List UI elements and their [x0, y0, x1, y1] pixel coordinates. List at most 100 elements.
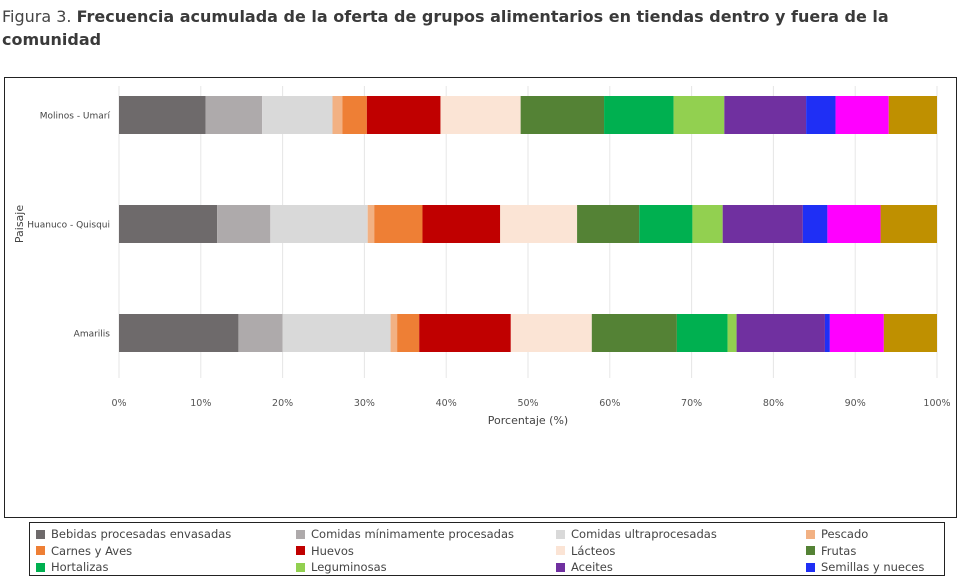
x-tick-label: 30%	[354, 398, 375, 409]
legend-label: Huevos	[311, 543, 354, 558]
bar-segment	[366, 96, 441, 134]
legend-swatch	[556, 546, 565, 556]
bar-segment	[332, 96, 343, 134]
legend-item: Lácteos	[556, 543, 806, 560]
bar-segment	[282, 314, 391, 352]
bar-segment	[639, 205, 693, 243]
bar-segment	[888, 96, 937, 134]
bar-segment	[419, 314, 511, 352]
legend-swatch	[806, 529, 815, 539]
legend-swatch	[36, 529, 45, 539]
x-axis-label: Porcentaje (%)	[488, 414, 568, 427]
bar-segment	[390, 314, 398, 352]
legend-label: Leguminosas	[311, 560, 387, 575]
legend-label: Comidas mínimamente procesadas	[311, 527, 514, 542]
bar-segment	[806, 96, 836, 134]
legend-item: Huevos	[296, 543, 556, 560]
bar-segment	[510, 314, 592, 352]
bar-segment	[217, 205, 271, 243]
legend-swatch	[296, 529, 305, 539]
legend-item: Aceites	[556, 559, 806, 576]
legend-label: Carnes y Aves	[51, 543, 133, 558]
bar-segment	[205, 96, 263, 134]
legend-swatch	[36, 562, 45, 572]
legend-item: Comidas ultraprocesadas	[556, 526, 806, 543]
bar-segment	[724, 96, 807, 134]
bar-segment	[422, 205, 501, 243]
legend-item: Pescado	[806, 526, 946, 543]
legend-item: Comidas mínimamente procesadas	[296, 526, 556, 543]
category-label: Amarilis	[74, 330, 111, 340]
bar-segment	[367, 205, 375, 243]
y-axis-label: Paisaje	[13, 205, 26, 243]
legend-swatch	[36, 546, 45, 556]
x-tick-label: 80%	[763, 398, 784, 409]
bar-segment	[119, 205, 218, 243]
legend-label: Hortalizas	[51, 560, 109, 575]
bar-segment	[727, 314, 737, 352]
legend-swatch	[806, 562, 815, 572]
bar-segment	[722, 205, 803, 243]
bar-segment	[520, 96, 605, 134]
bar-segment	[692, 205, 723, 243]
x-tick-label: 20%	[272, 398, 293, 409]
legend-label: Frutas	[821, 543, 857, 558]
legend-item: Carnes y Aves	[36, 543, 296, 560]
stacked-bar-chart: 0% 10% 20% 30% 40% 50% 60% 70% 80% 90% 100% Porcent…	[13, 86, 951, 427]
legend-swatch	[806, 546, 815, 556]
legend-item: Frutas	[806, 543, 946, 560]
legend-swatch	[296, 546, 305, 556]
x-tick-label: 70%	[681, 398, 702, 409]
bar-segment	[676, 314, 728, 352]
legend-item: Semillas y nueces	[806, 559, 946, 576]
legend-label: Bebidas procesadas envasadas	[51, 527, 232, 542]
legend-swatch	[556, 529, 565, 539]
bar-segment	[827, 205, 881, 243]
category-label: Huanuco - Quisqui	[27, 221, 110, 231]
bar-segment	[604, 96, 674, 134]
chart-legend: Bebidas procesadas envasadas Comidas míni…	[29, 522, 945, 576]
bar-segment	[880, 205, 937, 243]
legend-item: Hortalizas	[36, 559, 296, 576]
bar-segment	[883, 314, 937, 352]
legend-item: Bebidas procesadas envasadas	[36, 526, 296, 543]
x-tick-label: 50%	[517, 398, 538, 409]
legend-label: Pescado	[821, 527, 869, 542]
legend-label: Semillas y nueces	[821, 560, 925, 575]
legend-item: Leguminosas	[296, 559, 556, 576]
x-tick-label: 90%	[845, 398, 866, 409]
bar-segment	[119, 314, 239, 352]
x-tick-label: 0%	[111, 398, 126, 409]
legend-swatch	[556, 562, 565, 572]
legend-label: Lácteos	[571, 543, 616, 558]
bar-segment	[591, 314, 677, 352]
bar-segment	[342, 96, 367, 134]
x-tick-label: 60%	[599, 398, 620, 409]
x-tick-label: 40%	[436, 398, 457, 409]
legend-label: Comidas ultraprocesadas	[571, 527, 717, 542]
chart-title: Frecuencia acumulada de la oferta de gru…	[2, 7, 889, 49]
x-tick-label: 10%	[190, 398, 211, 409]
bar-segment	[835, 96, 889, 134]
bar-segment	[500, 205, 578, 243]
bar-segment	[238, 314, 283, 352]
figure-number: Figura 3.	[2, 7, 72, 26]
bar-segment	[736, 314, 825, 352]
bar-segment	[397, 314, 420, 352]
bar-segment	[673, 96, 725, 134]
legend-label: Aceites	[571, 560, 613, 575]
bar-segment	[577, 205, 640, 243]
bar-segment	[119, 96, 206, 134]
category-label: Molinos - Umarí	[40, 112, 111, 122]
x-tick-label: 100%	[923, 398, 950, 409]
bar-segment	[262, 96, 333, 134]
bar-segment	[440, 96, 521, 134]
bar-segment	[802, 205, 828, 243]
legend-swatch	[296, 562, 305, 572]
bar-segment	[829, 314, 884, 352]
bar-segment	[270, 205, 368, 243]
chart-frame: 0% 10% 20% 30% 40% 50% 60% 70% 80% 90% 100% Porcent…	[4, 77, 957, 576]
bar-segment	[824, 314, 830, 352]
figure-caption: Figura 3. Frecuencia acumulada de la ofe…	[2, 5, 942, 51]
bar-segment	[374, 205, 423, 243]
